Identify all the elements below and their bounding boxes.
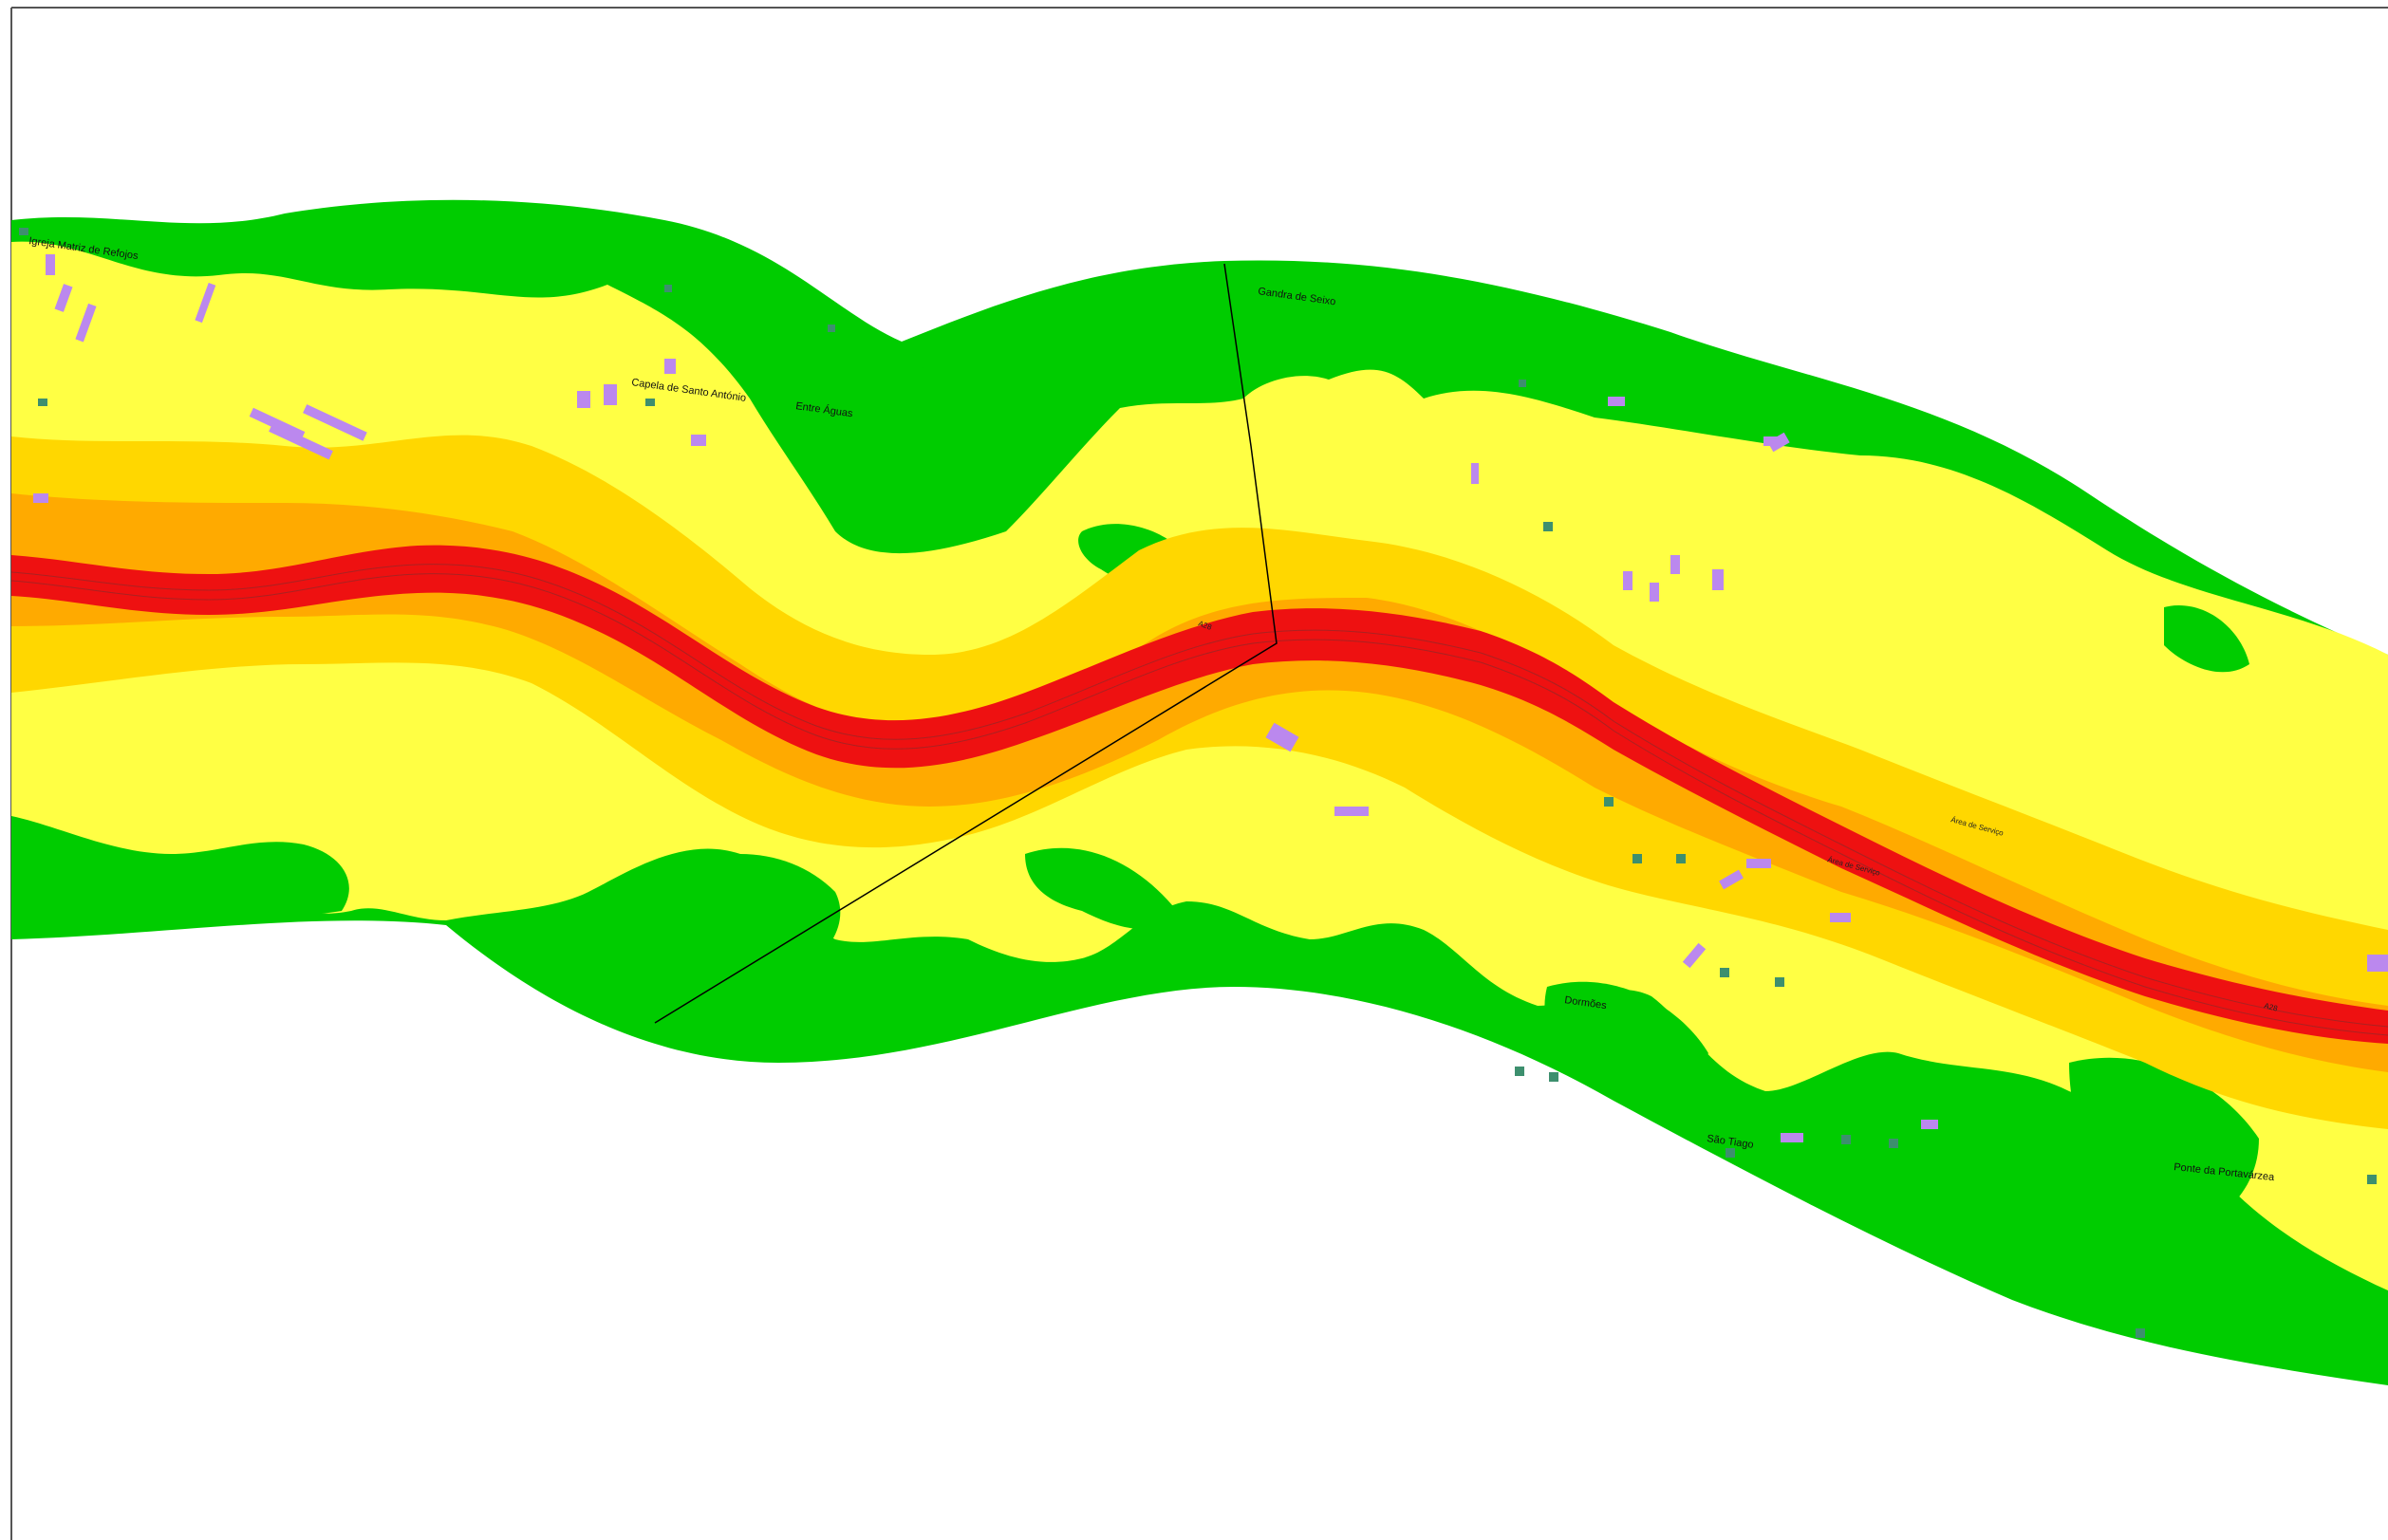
buildings-residential [33, 254, 2388, 1142]
building [2367, 1175, 2377, 1184]
building [1608, 397, 1625, 406]
building [1519, 380, 1526, 387]
building [1720, 968, 1729, 977]
building [1767, 432, 1790, 453]
zone-outer-green-patch [11, 816, 349, 930]
zone-outer-green-patch [683, 854, 841, 990]
building [19, 228, 28, 235]
building [664, 285, 672, 292]
building [664, 359, 676, 374]
building [1719, 869, 1744, 890]
building [1515, 1067, 1524, 1076]
building [33, 493, 48, 503]
building [1265, 722, 1299, 752]
building [1841, 1135, 1851, 1144]
zone-outer-green-patch [750, 361, 936, 455]
building [1604, 797, 1614, 807]
building [303, 404, 367, 441]
building [1471, 463, 1479, 484]
building [46, 254, 55, 275]
building [38, 399, 47, 406]
building [1889, 1139, 1898, 1148]
building [1676, 854, 1686, 863]
building [577, 391, 590, 408]
building [195, 282, 216, 324]
building [1543, 522, 1553, 531]
building [1334, 807, 1369, 816]
road-lane-line [10, 564, 2388, 1028]
zone-outer-green-patch [2069, 1057, 2259, 1234]
road-label-a28: A28 [2263, 1001, 2279, 1013]
zone-outer-green-patch [1025, 847, 1177, 929]
zone-road-red [11, 545, 2388, 1044]
zone-outer-green-patch [2164, 605, 2249, 673]
building [1781, 1133, 1803, 1142]
building [1549, 1072, 1558, 1082]
building [1632, 854, 1642, 863]
building [1775, 977, 1784, 987]
building [1726, 1148, 1735, 1158]
building [1921, 1120, 1938, 1129]
building [54, 284, 73, 312]
zone-outer-green-patch [1544, 981, 1708, 1085]
road-lane-line [10, 573, 2388, 1036]
building [1670, 555, 1680, 574]
building [2367, 955, 2388, 972]
zone-high-orange [11, 493, 2388, 1072]
building [2136, 1328, 2145, 1338]
buildings-other [19, 228, 2377, 1338]
building [75, 303, 97, 343]
building [269, 422, 333, 460]
building [1830, 913, 1851, 922]
building [604, 384, 617, 405]
building [645, 399, 655, 406]
building [691, 435, 706, 446]
municipal-boundary-line [654, 263, 1278, 1024]
building [1623, 571, 1632, 590]
building [1712, 569, 1724, 590]
building [1746, 859, 1771, 868]
building [1650, 583, 1659, 602]
building [828, 325, 835, 332]
building [1682, 942, 1707, 969]
